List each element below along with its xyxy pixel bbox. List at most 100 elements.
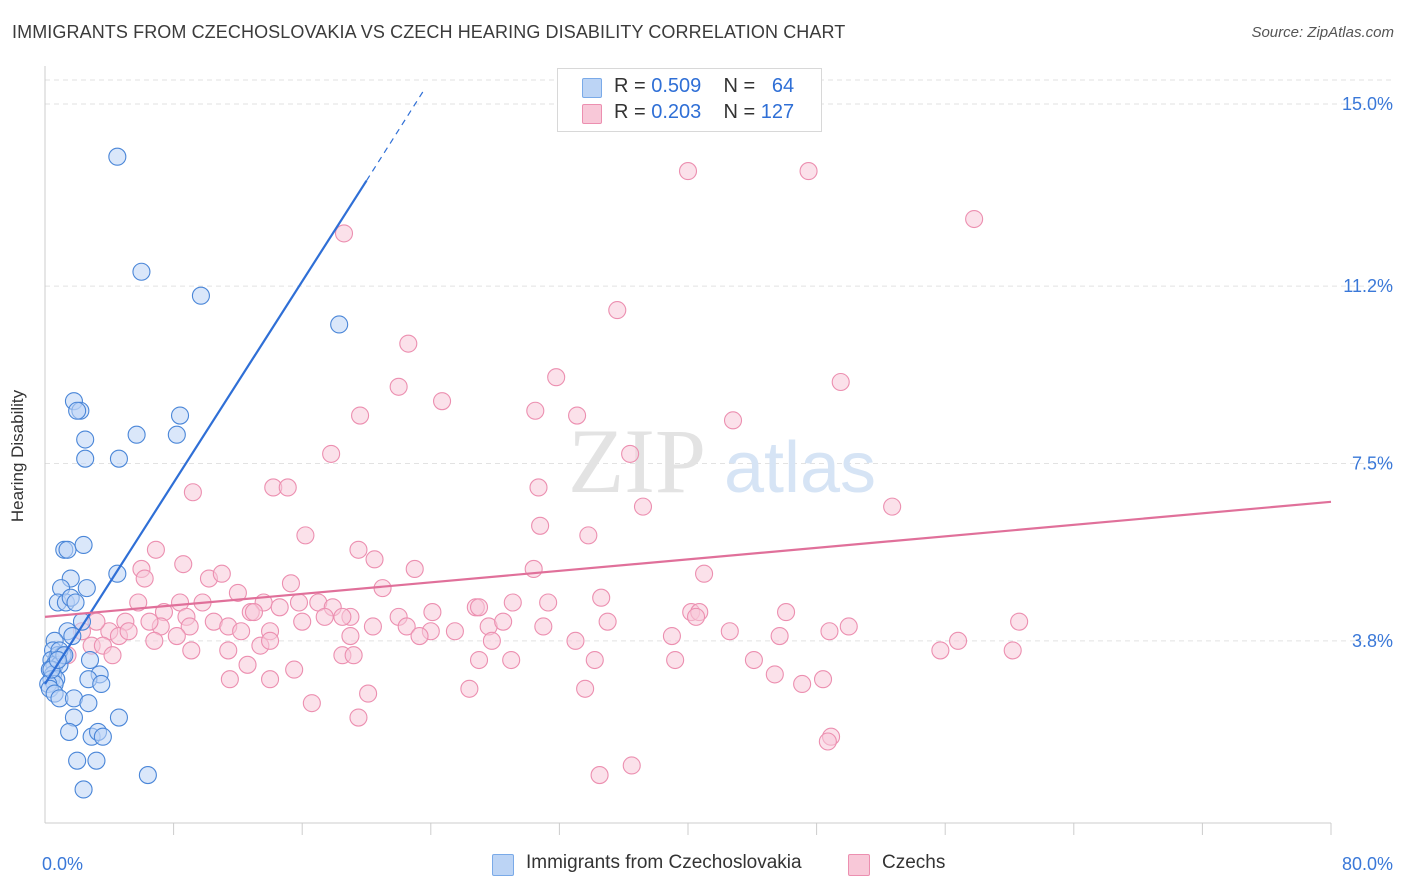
czechs-point-43 [289, 593, 309, 612]
czechs-point-124 [793, 674, 812, 694]
series-czechoslovakia-points [39, 147, 349, 799]
czechoslovakia-point-0 [108, 147, 127, 166]
czechs-point-121 [220, 670, 239, 689]
czechs-point-64 [244, 603, 264, 622]
czechs-point-120 [260, 670, 280, 689]
czechoslovakia-point-44 [80, 650, 100, 670]
czechoslovakia-point-26 [63, 627, 82, 646]
czechoslovakia-point-56 [68, 751, 87, 770]
series-czechs-points [58, 162, 1029, 785]
czechs-point-111 [344, 646, 363, 665]
czechs-point-87 [686, 607, 706, 626]
czechs-point-104 [770, 627, 789, 646]
y-tick-label-2: 11.2% [1343, 276, 1393, 296]
czechs-point-53 [539, 593, 558, 612]
czechs-point-19 [183, 483, 202, 502]
legend-n-value: 127 [760, 101, 795, 123]
bottom-legend-swatch-blue [492, 854, 514, 876]
bottom-legend-label: Czechs [882, 852, 946, 873]
czechs-point-125 [813, 670, 833, 689]
czechs-extra-point-0 [302, 694, 321, 713]
legend-swatch-pink [582, 104, 602, 124]
czechoslovakia-point-2 [191, 286, 210, 305]
czechs-point-99 [341, 627, 360, 646]
czechs-point-49 [270, 598, 289, 617]
czechs-point-93 [145, 631, 164, 650]
czechs-point-78 [333, 607, 352, 626]
czechs-point-3 [334, 224, 354, 243]
trend-lines [44, 91, 1332, 685]
y-axis-label: Hearing Disability [8, 389, 27, 523]
watermark-atlas: atlas [724, 428, 876, 508]
czechs-point-119 [285, 660, 304, 679]
czechs-point-74 [119, 622, 138, 641]
czechs-point-38 [228, 583, 247, 602]
czechs-point-68 [140, 612, 159, 631]
czechs-point-107 [1003, 641, 1022, 660]
czechs-point-4 [608, 301, 627, 320]
czechs-point-89 [839, 617, 858, 636]
czechs-point-76 [232, 622, 251, 641]
czechs-point-22 [531, 516, 550, 535]
czechs-point-58 [820, 622, 839, 641]
czechs-point-98 [260, 631, 280, 650]
czechs-point-66 [180, 617, 199, 636]
bottom-legend-label: Immigrants from Czechoslovakia [526, 852, 802, 873]
legend-r-value: 0.509 [651, 75, 702, 97]
x-tick-label-0: 0.0% [42, 854, 83, 874]
czechs-point-7 [547, 368, 566, 387]
czechs-extra-point-3 [818, 732, 837, 751]
czechoslovakia-point-15 [74, 535, 93, 555]
trend-line-czechoslovakia [44, 180, 368, 685]
trend-line-czechs [44, 500, 1332, 618]
czechs-point-88 [720, 622, 739, 641]
czechs-point-59 [469, 598, 489, 617]
legend-n-value: 64 [771, 75, 795, 97]
czechs-point-10 [351, 406, 370, 425]
czechs-point-17 [278, 478, 297, 497]
czechs-point-11 [526, 401, 545, 420]
czechs-point-95 [182, 641, 201, 660]
trend-line-czechoslovakia-extension [365, 91, 424, 181]
czechs-point-103 [662, 627, 681, 646]
czechs-point-63 [293, 612, 312, 631]
czechs-point-14 [621, 444, 640, 463]
czechs-point-115 [666, 650, 685, 670]
czechs-point-28 [174, 555, 193, 574]
watermark: ZIP atlas [568, 410, 876, 512]
czechs-point-118 [238, 655, 257, 674]
legend-n-label: N = [723, 75, 756, 97]
czechoslovakia-point-55 [93, 727, 112, 746]
czechs-point-39 [129, 593, 148, 612]
czechs-point-82 [445, 622, 464, 641]
czechs-point-90 [1010, 612, 1029, 631]
czechoslovakia-point-22 [66, 593, 85, 612]
axes [44, 66, 1332, 835]
czechoslovakia-point-14 [58, 540, 77, 559]
czechs-point-15 [322, 444, 341, 463]
czechs-point-94 [167, 627, 186, 646]
czechs-extra-point-2 [349, 708, 368, 727]
czechs-point-26 [349, 540, 368, 559]
y-tick-label-1: 7.5% [1352, 453, 1393, 473]
czechoslovakia-point-7 [170, 406, 190, 425]
czechs-point-100 [410, 627, 429, 646]
czechs-extra-point-5 [590, 766, 609, 785]
czechs-point-113 [502, 650, 521, 670]
legend-r-label: R = [614, 75, 646, 97]
czechs-point-8 [831, 372, 850, 392]
czechoslovakia-point-1 [132, 262, 151, 281]
y-tick-label-0: 3.8% [1352, 631, 1393, 651]
watermark-zip: ZIP [568, 410, 706, 512]
czechs-point-101 [482, 631, 501, 650]
czechoslovakia-point-49 [79, 694, 98, 713]
czechoslovakia-point-23 [77, 579, 96, 598]
czechs-point-52 [503, 593, 522, 612]
czechs-point-54 [592, 588, 611, 607]
czechs-point-62 [315, 607, 334, 626]
czechs-point-102 [566, 631, 585, 650]
czechs-point-37 [695, 564, 714, 583]
bottom-legend-swatch-pink [848, 854, 870, 876]
czechoslovakia-point-6 [68, 401, 87, 420]
